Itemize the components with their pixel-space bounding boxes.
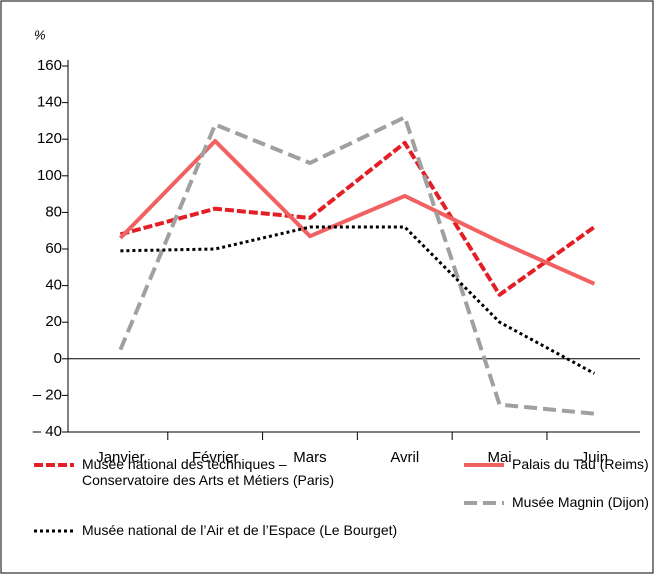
legend-swatch [34, 463, 74, 467]
y-tick-label: 160 [37, 57, 62, 74]
y-tick-label: 40 [45, 277, 62, 294]
x-tick-label: Mars [293, 449, 326, 466]
y-tick-label: – 20 [33, 386, 62, 403]
series-line [119, 140, 596, 297]
legend-label: Musée national des techniques – Conserva… [82, 456, 335, 488]
y-tick-label: 60 [45, 240, 62, 257]
y-tick-label: 120 [37, 130, 62, 147]
x-tick-label: Juin [581, 449, 609, 466]
legend-entry: Palais du Tau (Reims) [462, 456, 654, 472]
y-tick-label: 0 [54, 350, 62, 367]
legend-entry: Musée national des techniques – Conserva… [32, 456, 352, 488]
x-tick-label: Mai [487, 449, 511, 466]
y-tick-label: 140 [37, 94, 62, 111]
y-tick-label: 100 [37, 167, 62, 184]
x-tick-label: Janvier [96, 449, 144, 466]
y-tick-label: 20 [45, 313, 62, 330]
legend-label: Musée Magnin (Dijon) [512, 494, 649, 510]
legend-entry: Musée Magnin (Dijon) [462, 494, 654, 510]
y-axis-label: % [34, 27, 46, 42]
legend-swatch [464, 463, 504, 467]
series-line [120, 225, 596, 375]
x-tick-label: Avril [390, 449, 419, 466]
y-tick-label: – 40 [33, 423, 62, 440]
series-line [118, 139, 596, 286]
legend-swatch [464, 501, 504, 505]
series-line [118, 115, 595, 416]
legend-label: Musée national de l’Air et de l’Espace (… [82, 522, 398, 538]
legend-swatch [34, 529, 74, 533]
legend-label: Palais du Tau (Reims) [512, 456, 649, 472]
y-tick-label: 80 [45, 203, 62, 220]
x-tick-label: Février [192, 449, 239, 466]
legend-entry: Musée national de l’Air et de l’Espace (… [32, 522, 654, 538]
